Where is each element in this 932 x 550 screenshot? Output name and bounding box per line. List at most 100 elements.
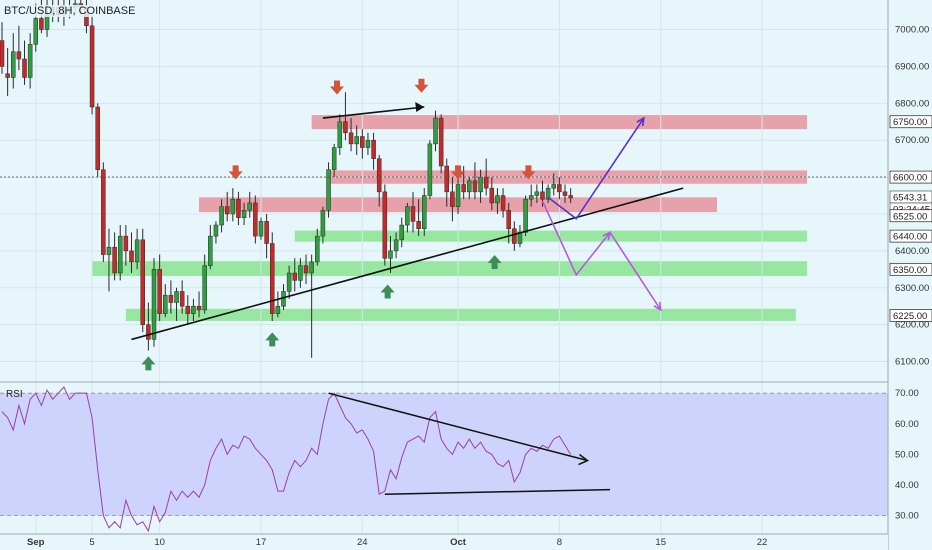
candle-body xyxy=(512,228,517,244)
price-tick-label: 6800.00 xyxy=(895,98,929,109)
price-tick-label: 6400.00 xyxy=(895,246,929,257)
candle-body xyxy=(11,51,16,78)
candle-body xyxy=(568,195,573,199)
price-tick-label: 6700.00 xyxy=(895,135,929,146)
down-arrow-icon xyxy=(451,165,466,180)
candle-body xyxy=(179,291,185,307)
candle-body xyxy=(399,224,404,241)
candle-body xyxy=(506,210,511,229)
candle-body xyxy=(427,143,433,196)
candle-body xyxy=(483,176,489,189)
candle-body xyxy=(500,195,506,211)
candle-body xyxy=(534,191,540,196)
time-axis-bg xyxy=(0,534,888,550)
candle-body xyxy=(219,206,224,226)
candle-body xyxy=(489,187,495,204)
rsi-trendline xyxy=(384,488,611,495)
candle-body xyxy=(157,269,162,314)
candle-body xyxy=(326,169,331,211)
price-flag-label: 6600.00 xyxy=(893,173,927,184)
time-tick-label: 10 xyxy=(154,537,165,548)
candle-body xyxy=(315,235,320,263)
candle-body xyxy=(151,269,157,340)
projection-arrowhead xyxy=(636,116,645,127)
candle-body xyxy=(444,165,450,193)
candle-body xyxy=(303,265,309,274)
candle-body xyxy=(89,25,95,108)
candle-body xyxy=(236,198,241,218)
rsi-line xyxy=(1,386,572,533)
candle-body xyxy=(16,51,22,60)
candle-body xyxy=(112,246,117,274)
trendline-arrowhead xyxy=(415,101,425,112)
candle-body xyxy=(337,121,343,148)
price-tick-label: 6300.00 xyxy=(895,283,929,294)
candle-body xyxy=(208,235,213,266)
candle-body xyxy=(22,58,27,78)
price-flag: 6525.00 xyxy=(889,209,932,222)
rsi-tick-label: 30.00 xyxy=(895,511,919,522)
trendline xyxy=(131,187,684,341)
price-flag: 6225.00 xyxy=(889,309,932,322)
candle-body xyxy=(545,187,551,200)
candle-body xyxy=(224,206,230,215)
candle-body xyxy=(123,235,129,252)
candle-body xyxy=(264,221,269,244)
price-flag: 6750.00 xyxy=(889,115,932,129)
candle-body xyxy=(269,243,275,314)
candle-body xyxy=(106,246,112,255)
support-zone xyxy=(294,230,808,242)
price-flag-label: 6750.00 xyxy=(893,117,927,128)
price-flag-box xyxy=(889,309,932,322)
candle-body xyxy=(27,44,33,78)
symbol-title: BTC/USD, 8H, COINBASE xyxy=(2,5,138,17)
candle-body xyxy=(348,132,354,145)
projection-path xyxy=(547,117,645,220)
candle-body xyxy=(0,40,5,67)
candle-body xyxy=(253,202,258,237)
rsi-tick-label: 60.00 xyxy=(895,419,919,430)
price-flag: 6350.00 xyxy=(889,262,932,276)
rsi-tick-label: 70.00 xyxy=(895,388,919,399)
time-tick-label: 15 xyxy=(655,537,666,548)
candle-body xyxy=(410,206,416,222)
candle-body xyxy=(450,191,455,207)
price-flag-label: 6225.00 xyxy=(893,311,927,322)
candle-body xyxy=(196,305,202,311)
candle-body xyxy=(365,139,371,148)
candle-body xyxy=(540,191,545,200)
candle-body xyxy=(39,18,44,30)
down-arrow-icon xyxy=(521,165,536,180)
up-arrow-icon xyxy=(265,332,280,347)
price-flag-label: 6350.00 xyxy=(893,265,927,276)
down-arrow-icon xyxy=(228,165,243,180)
candle-body xyxy=(405,206,410,226)
candle-body xyxy=(320,210,326,237)
time-tick-label: 22 xyxy=(757,537,768,548)
time-tick-label: 17 xyxy=(256,537,267,548)
candle-body xyxy=(309,261,314,274)
candle-body xyxy=(523,198,528,233)
candle-body xyxy=(117,235,123,274)
candle-body xyxy=(343,121,348,134)
time-tick-label: Sep xyxy=(27,537,45,548)
candle-body xyxy=(140,239,145,325)
candle-body xyxy=(292,272,298,281)
candle-body xyxy=(557,184,562,193)
projection-arrowhead xyxy=(653,301,662,312)
candle-body xyxy=(275,305,281,314)
price-tick-label: 6900.00 xyxy=(895,61,929,72)
price-flag-box xyxy=(889,229,932,243)
rsi-tick-label: 40.00 xyxy=(895,480,919,491)
price-flag: 6440.00 xyxy=(889,229,932,243)
candle-body xyxy=(382,191,388,259)
candle-body xyxy=(230,198,236,215)
price-tick-label: 6100.00 xyxy=(895,357,929,368)
candle-body xyxy=(360,136,365,148)
drawings-layer xyxy=(0,78,888,371)
candle-body xyxy=(241,210,247,218)
price-flag-box xyxy=(889,115,932,129)
candle-body xyxy=(134,239,140,263)
down-arrow-icon xyxy=(329,80,344,95)
